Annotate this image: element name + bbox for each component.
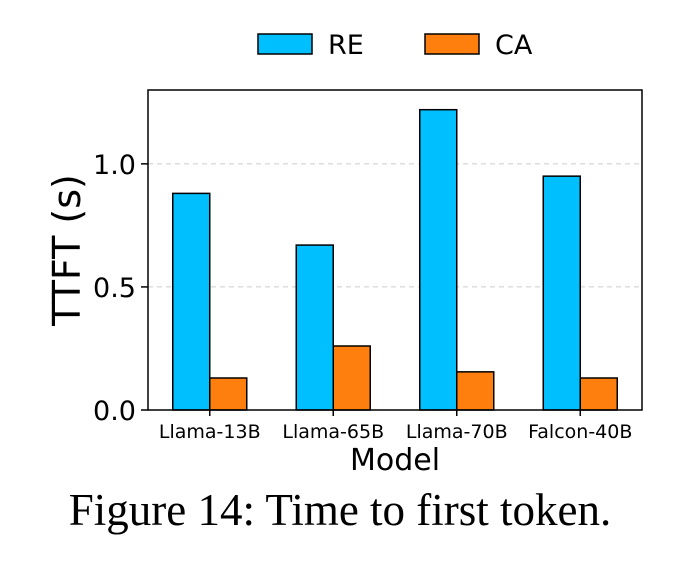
y-axis-ticks: 0.0 0.5 1.0 <box>93 150 148 427</box>
bar-re-llama-70b <box>419 108 458 411</box>
bar-re-llama-65b <box>295 244 334 411</box>
y-tick-label: 1.0 <box>93 150 136 181</box>
x-axis-label: Model <box>350 443 440 478</box>
bar-ca-falcon-40b <box>579 377 618 411</box>
x-tick-label: Llama-13B <box>159 421 261 443</box>
grid-lines <box>148 163 642 288</box>
legend-swatch-re <box>257 33 313 55</box>
legend-label-re: RE <box>328 30 364 61</box>
x-tick-label: Falcon-40B <box>528 421 632 443</box>
y-tick-label: 0.5 <box>93 273 136 304</box>
plot-frame <box>147 89 643 411</box>
y-tick-label: 0.0 <box>93 396 136 427</box>
bar-ca-llama-65b <box>332 345 371 411</box>
y-axis-label: TTFT (s) <box>45 174 89 327</box>
bar-ca-llama-70b <box>456 371 495 411</box>
legend: RE CA <box>257 30 533 61</box>
legend-swatch-ca <box>424 33 480 55</box>
figure-caption: Figure 14: Time to first token. <box>68 485 612 535</box>
legend-label-ca: CA <box>495 30 533 61</box>
x-axis-ticks: Llama-13B Llama-65B Llama-70B Falcon-40B <box>159 410 632 443</box>
bars <box>172 108 618 411</box>
bar-re-falcon-40b <box>542 175 581 411</box>
x-tick-label: Llama-70B <box>406 421 508 443</box>
bar-chart: 0.0 0.5 1.0 Llama-13B Llama-65B Llama-70B Fal… <box>45 30 643 478</box>
x-tick-label: Llama-65B <box>282 421 384 443</box>
bar-re-llama-13b <box>172 192 211 411</box>
bar-ca-llama-13b <box>209 377 248 411</box>
